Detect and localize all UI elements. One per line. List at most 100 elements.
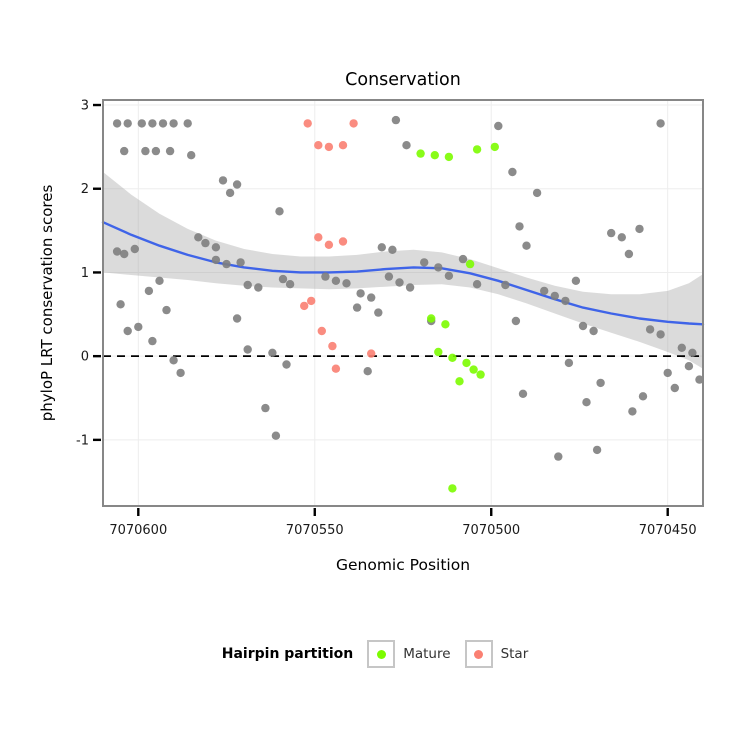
point-other — [532, 188, 542, 198]
point-other — [458, 254, 468, 264]
point-other — [116, 300, 125, 309]
confidence-ribbon — [103, 172, 703, 369]
x-axis-label: Genomic Position — [335, 556, 471, 574]
point-other — [187, 151, 196, 160]
point-other — [243, 280, 252, 290]
point-other — [352, 303, 362, 312]
point-star — [324, 142, 334, 152]
point-other — [684, 362, 694, 371]
point-other — [120, 249, 129, 259]
point-other — [112, 119, 122, 128]
point-star — [349, 119, 358, 128]
point-other — [211, 255, 221, 265]
point-star — [324, 240, 334, 249]
x-tick-label: 7070600 — [109, 523, 167, 538]
panel-background — [103, 100, 703, 506]
point-other — [169, 356, 178, 365]
point-mature — [430, 151, 439, 160]
point-other — [695, 375, 704, 384]
point-mature — [476, 370, 485, 379]
point-other — [120, 146, 129, 156]
point-other — [384, 272, 394, 281]
point-other — [508, 167, 517, 177]
point-other — [677, 343, 686, 352]
point-other — [582, 398, 591, 407]
point-other — [271, 431, 281, 440]
point-other — [232, 180, 242, 189]
point-other — [123, 119, 132, 128]
point-other — [578, 321, 588, 331]
point-other — [151, 146, 161, 156]
point-other — [607, 228, 616, 238]
point-other — [596, 378, 605, 388]
point-star — [314, 141, 323, 150]
legend-label-star: Star — [500, 646, 529, 662]
point-other — [395, 278, 404, 287]
legend-item-mature: Mature — [367, 640, 451, 668]
point-other — [141, 146, 150, 156]
legend-key-star — [464, 640, 493, 668]
point-mature — [434, 347, 443, 357]
point-other — [367, 293, 376, 302]
point-other — [158, 119, 168, 128]
point-other — [282, 360, 291, 369]
x-tick-label: 7070500 — [462, 523, 520, 538]
point-other — [148, 119, 157, 128]
point-other — [144, 286, 154, 296]
point-mature — [490, 142, 499, 152]
point-mature — [427, 314, 436, 323]
point-other — [444, 271, 454, 280]
point-other — [670, 383, 679, 393]
point-mature — [465, 259, 475, 269]
y-tick-label: 2 — [81, 182, 89, 197]
legend-item-star: Star — [464, 640, 529, 668]
point-other — [194, 233, 203, 242]
y-tick-label: 0 — [81, 350, 89, 365]
point-other — [617, 233, 626, 242]
point-other — [275, 207, 284, 216]
point-star — [317, 326, 326, 336]
point-other — [472, 280, 482, 289]
legend-title: Hairpin partition — [221, 646, 354, 662]
point-mature — [416, 149, 425, 158]
point-other — [165, 146, 175, 156]
legend: Hairpin partition Mature Star — [0, 640, 750, 668]
point-other — [155, 276, 164, 285]
point-other — [211, 243, 221, 252]
point-star — [300, 301, 309, 311]
point-other — [518, 389, 528, 398]
point-other — [561, 296, 570, 306]
point-other — [137, 119, 146, 128]
point-star — [331, 364, 341, 373]
point-other — [261, 403, 270, 413]
point-other — [540, 286, 549, 296]
point-other — [628, 407, 637, 416]
point-other — [254, 283, 263, 292]
point-other — [405, 283, 415, 292]
point-other — [663, 368, 672, 378]
point-other — [434, 263, 443, 272]
point-other — [356, 289, 365, 298]
point-other — [342, 279, 351, 288]
star-point-icon — [474, 649, 484, 659]
y-tick-label: 1 — [81, 266, 89, 281]
point-other — [169, 119, 178, 128]
x-tick-label: 7070450 — [639, 523, 697, 538]
point-other — [321, 272, 330, 281]
point-other — [176, 368, 185, 378]
point-other — [331, 276, 341, 285]
point-other — [522, 241, 531, 250]
point-other — [638, 392, 648, 401]
y-tick-label: -1 — [76, 433, 89, 448]
point-other — [645, 325, 655, 334]
point-other — [363, 367, 372, 376]
point-other — [285, 280, 295, 289]
point-other — [268, 348, 277, 357]
point-other — [374, 308, 383, 317]
point-other — [501, 280, 510, 290]
point-other — [688, 348, 697, 357]
point-star — [367, 349, 376, 358]
point-other — [222, 259, 231, 269]
y-tick-label: 3 — [81, 99, 89, 114]
